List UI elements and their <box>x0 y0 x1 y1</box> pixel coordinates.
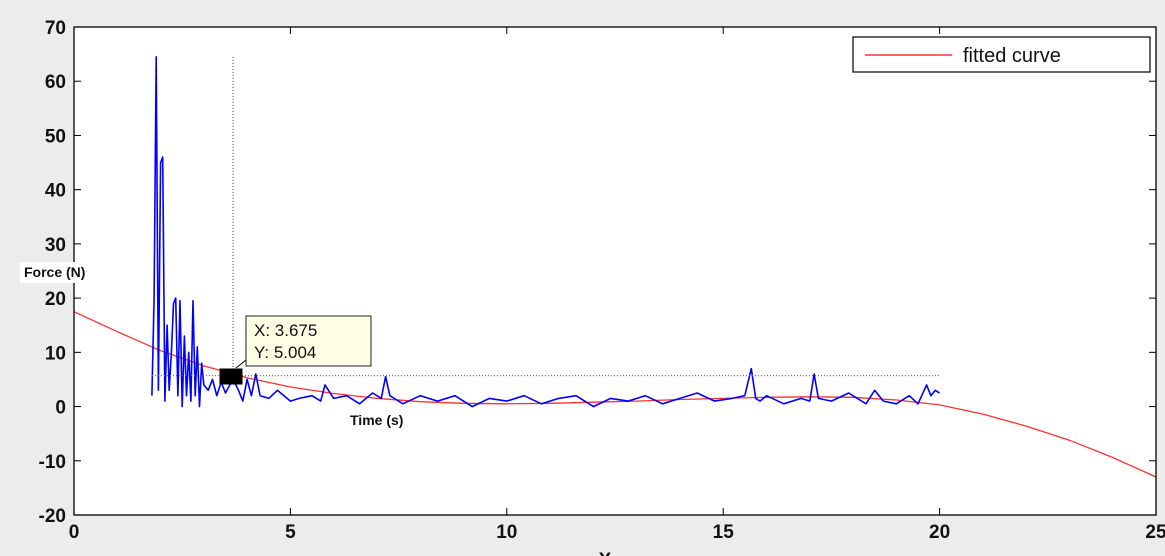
plot-area <box>74 27 1156 515</box>
datatip-marker[interactable] <box>219 368 243 385</box>
datatip-box[interactable] <box>245 315 372 367</box>
y-tick-label-30: 30 <box>45 235 66 256</box>
legend-entry-fitted-curve: fitted curve <box>963 45 1061 67</box>
y-tick-label-40: 40 <box>45 181 66 202</box>
x-tick-label-20: 20 <box>929 522 950 543</box>
y-tick-label--20: -20 <box>39 506 66 527</box>
time-label: Time (s) <box>350 412 403 428</box>
x-tick-label-0: 0 <box>69 522 80 543</box>
x-tick-label-5: 5 <box>285 522 296 543</box>
y-tick-label-60: 60 <box>45 72 66 93</box>
datatip-pointer <box>235 359 247 369</box>
time-label-bg <box>336 410 448 430</box>
force-label: Force (N) <box>24 264 85 280</box>
y-tick-label--10: -10 <box>39 452 66 473</box>
force-label-bg <box>20 262 144 283</box>
datatip-x: X: 3.675 <box>254 321 317 340</box>
y-tick-label-10: 10 <box>45 343 66 364</box>
y-tick-label-20: 20 <box>45 289 66 310</box>
y-tick-label-50: 50 <box>45 126 66 147</box>
y-tick-label-70: 70 <box>45 18 66 39</box>
x-tick-label-25: 25 <box>1145 522 1165 543</box>
datatip-y: Y: 5.004 <box>254 343 316 362</box>
x-tick-label-15: 15 <box>713 522 735 543</box>
x-tick-label-10: 10 <box>496 522 517 543</box>
y-tick-label-0: 0 <box>55 398 66 419</box>
x-axis-label: X <box>599 550 612 556</box>
series-line-force <box>151 55 941 408</box>
